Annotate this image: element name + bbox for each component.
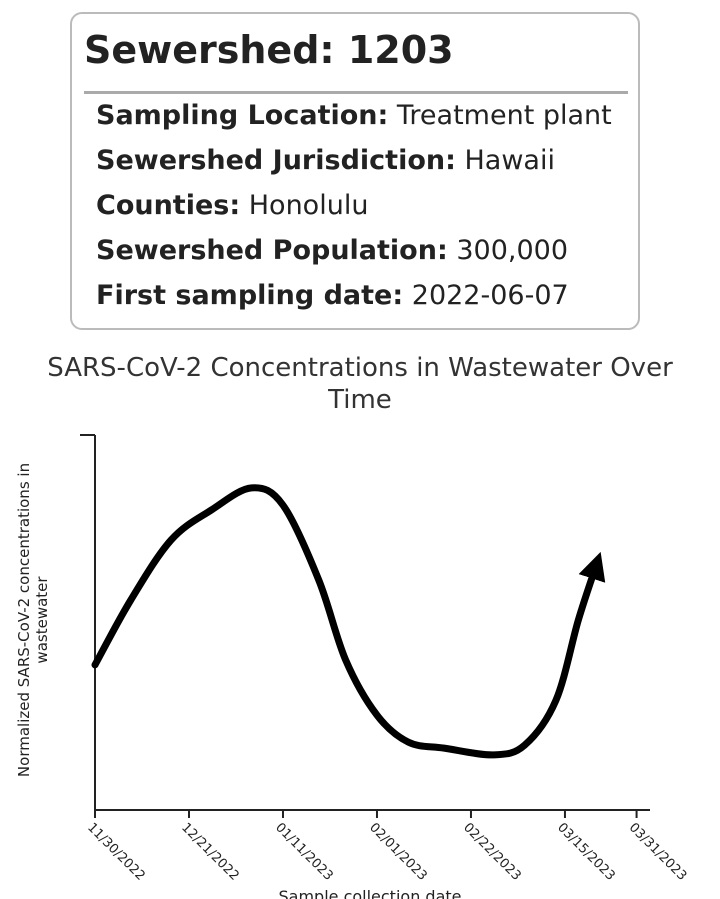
x-tick-label: 02/22/2023 [460, 820, 524, 884]
info-row: Counties: Honolulu [96, 190, 368, 221]
row-value: 300,000 [456, 235, 569, 266]
x-tick-label: 11/30/2022 [84, 820, 148, 884]
row-label: First sampling date: [96, 280, 404, 311]
info-row: First sampling date: 2022-06-07 [96, 280, 569, 311]
chart-title: SARS-CoV-2 Concentrations in Wastewater … [47, 353, 673, 415]
row-value: Honolulu [248, 190, 369, 221]
x-tick-label: 03/15/2023 [554, 820, 618, 884]
row-label: Sewershed Population: [96, 235, 448, 266]
x-axis-label: Sample collection date [278, 887, 461, 899]
info-row: Sewershed Population: 300,000 [96, 235, 568, 266]
trend-line [91, 484, 606, 759]
divider [84, 91, 628, 94]
row-value: Hawaii [464, 145, 555, 176]
x-tick-label: 02/01/2023 [366, 820, 430, 884]
row-value: 2022-06-07 [411, 280, 569, 311]
info-row: Sewershed Jurisdiction: Hawaii [96, 145, 555, 176]
x-tick-label: 03/31/2023 [626, 820, 690, 884]
row-label: Counties: [96, 190, 241, 221]
x-tick-label: 01/11/2023 [272, 820, 336, 884]
card-title: Sewershed: 1203 [84, 28, 454, 72]
sewershed-card: Sewershed: 1203 Sampling Location: Treat… [70, 12, 640, 330]
row-label: Sampling Location: [96, 100, 389, 131]
x-tick-label: 12/21/2022 [178, 820, 242, 884]
info-row: Sampling Location: Treatment plant [96, 100, 612, 131]
row-value: Treatment plant [396, 100, 612, 131]
row-label: Sewershed Jurisdiction: [96, 145, 456, 176]
